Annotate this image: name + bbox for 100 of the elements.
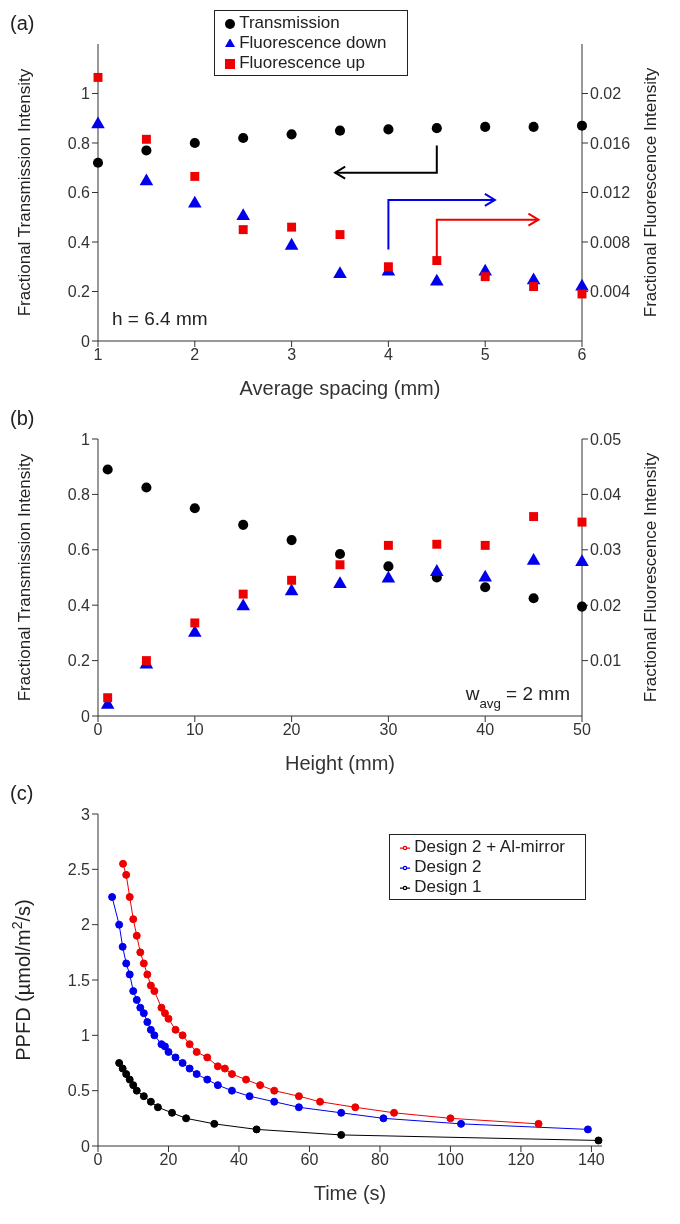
y2-tick-label: 0.05 [590, 430, 622, 448]
y-tick-label: 0 [81, 1137, 91, 1155]
point [171, 1025, 180, 1034]
point [157, 1003, 166, 1012]
y-tick-label: 1 [81, 430, 91, 448]
point [182, 1114, 191, 1123]
x-tick-label: 0 [93, 721, 103, 739]
point [431, 123, 442, 134]
annotation: h = 6.4 mm [112, 308, 208, 329]
y-tick-label: 0.2 [67, 283, 91, 301]
point [390, 1108, 399, 1117]
y2-tick-label: 0.004 [590, 283, 631, 301]
x-tick-label: 4 [383, 346, 393, 364]
point [143, 970, 152, 979]
point [146, 1097, 155, 1106]
x-tick-label: 20 [159, 1151, 178, 1169]
legend-label: Design 2 + Al-mirror [414, 837, 565, 856]
point [284, 583, 299, 596]
chart-title: (b) [10, 407, 35, 429]
point [189, 503, 200, 514]
point [125, 1075, 134, 1084]
point [457, 1119, 466, 1128]
y-tick-label: 2.5 [67, 861, 91, 879]
y-axis-title: Fractional Transmission Intensity [15, 68, 34, 317]
point [334, 125, 346, 136]
y2-tick-label: 0.02 [590, 85, 622, 103]
point [129, 915, 138, 924]
y-axis-title: Fractional Transmission Intensity [15, 453, 34, 702]
point [528, 593, 539, 604]
point [270, 1086, 279, 1095]
y2-tick-label: 0.04 [590, 486, 622, 504]
y-tick-label: 0.2 [67, 652, 91, 670]
chart-title: (c) [10, 782, 34, 804]
legend-label: Transmission [239, 13, 340, 32]
point [91, 116, 105, 129]
point [383, 561, 394, 572]
point [294, 1092, 303, 1101]
legend-label: Fluorescence down [239, 33, 387, 52]
point [430, 564, 444, 576]
point [190, 171, 200, 181]
point [178, 1059, 187, 1067]
point [139, 173, 154, 186]
point [213, 1062, 222, 1071]
point [534, 1119, 543, 1128]
point [119, 859, 128, 868]
point [286, 535, 297, 546]
point [153, 1103, 162, 1112]
point [203, 1053, 212, 1062]
point [446, 1114, 455, 1123]
y-tick-label: 0.4 [67, 233, 91, 251]
point [287, 575, 297, 585]
point [108, 893, 117, 901]
x-tick-label: 140 [578, 1151, 605, 1169]
y-tick-label: 0 [81, 332, 91, 350]
point [316, 1097, 325, 1106]
point [383, 124, 394, 135]
point [146, 981, 155, 990]
point [125, 893, 134, 901]
point [185, 1040, 194, 1049]
y-tick-label: 1.5 [67, 971, 91, 989]
point [102, 464, 113, 475]
point [122, 959, 131, 968]
y2-axis-title: Fractional Fluorescence Intensity [641, 452, 660, 703]
x-axis-title: Time (s) [313, 1182, 387, 1204]
point [576, 120, 588, 131]
point [335, 560, 345, 570]
x-axis-title: Height (mm) [284, 752, 396, 774]
point [480, 582, 491, 593]
legend-label: Design 2 [414, 857, 482, 876]
y-tick-label: 0.8 [67, 486, 91, 504]
point [164, 1014, 173, 1023]
annotation: w$_{avg}$ = 2 mm [464, 683, 570, 711]
point [480, 540, 490, 550]
point [190, 618, 200, 628]
x-tick-label: 80 [371, 1151, 389, 1169]
y-tick-label: 0.4 [67, 596, 91, 614]
point [238, 225, 248, 235]
chart-title: (a) [10, 12, 35, 34]
x-tick-label: 30 [379, 721, 398, 739]
point [203, 1075, 212, 1084]
point [526, 553, 541, 565]
point [136, 1003, 145, 1012]
point [242, 1075, 251, 1084]
point [335, 230, 345, 240]
point [238, 133, 249, 144]
point [129, 987, 138, 996]
point [480, 272, 490, 282]
y2-tick-label: 0.008 [590, 233, 631, 251]
point [478, 569, 492, 582]
point [168, 1108, 177, 1117]
x-tick-label: 50 [573, 721, 591, 739]
point [150, 1031, 159, 1040]
y-tick-label: 0 [81, 707, 91, 725]
point [333, 576, 347, 589]
point [122, 870, 131, 879]
point [245, 1092, 254, 1101]
point [238, 589, 248, 599]
point [577, 517, 587, 527]
point [160, 1009, 169, 1018]
point [132, 931, 141, 940]
